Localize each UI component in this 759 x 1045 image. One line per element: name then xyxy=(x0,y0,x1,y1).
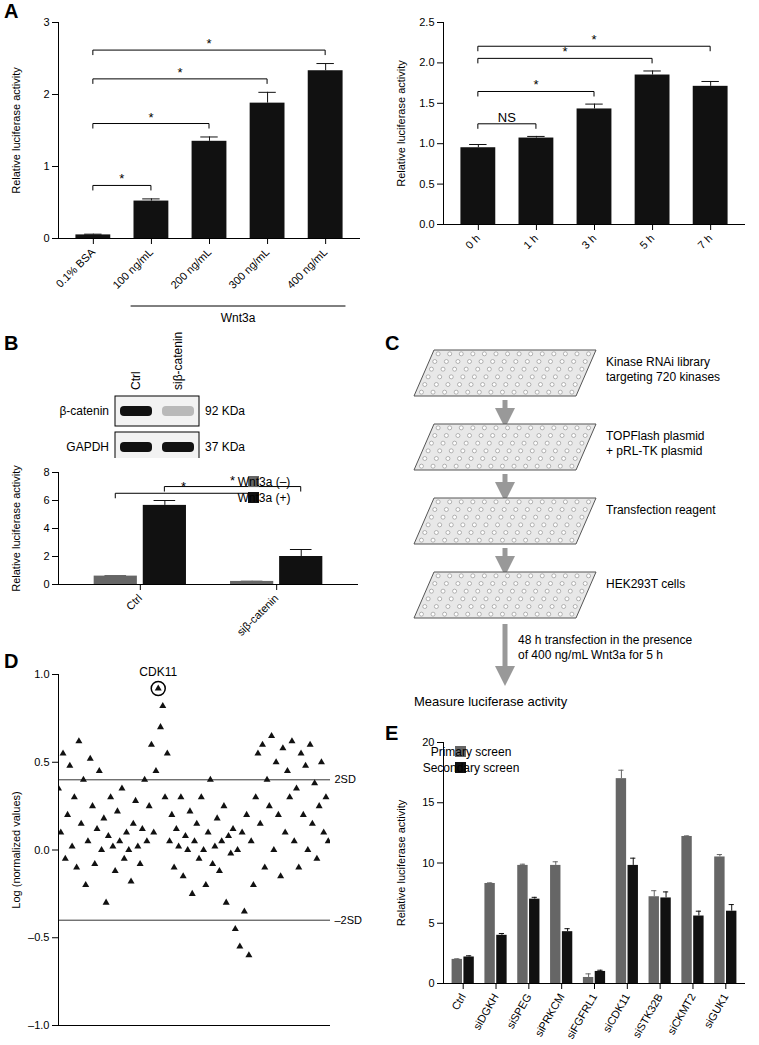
svg-text:siCKMT2: siCKMT2 xyxy=(665,991,698,1036)
svg-text:15: 15 xyxy=(422,796,434,808)
svg-text:200 ng/mL: 200 ng/mL xyxy=(168,246,213,291)
svg-text:0: 0 xyxy=(428,977,434,989)
svg-text:β-catenin: β-catenin xyxy=(59,404,109,418)
svg-text:*: * xyxy=(148,110,153,125)
svg-text:targeting 720 kinases: targeting 720 kinases xyxy=(606,370,720,384)
svg-text:Primary screen: Primary screen xyxy=(431,745,512,759)
svg-text:5 h: 5 h xyxy=(637,232,656,251)
svg-text:Ctrl: Ctrl xyxy=(129,371,143,390)
svg-text:0 h: 0 h xyxy=(463,232,482,251)
svg-text:siPRKCM: siPRKCM xyxy=(532,991,566,1038)
svg-text:*: * xyxy=(177,65,182,80)
svg-text:–0.5: –0.5 xyxy=(28,931,49,943)
svg-text:Relative luciferase activity: Relative luciferase activity xyxy=(395,60,407,187)
svg-text:5: 5 xyxy=(428,917,434,929)
svg-text:CDK11: CDK11 xyxy=(139,665,177,679)
svg-text:Wnt3a: Wnt3a xyxy=(221,311,256,325)
svg-text:7 h: 7 h xyxy=(695,232,714,251)
svg-text:siFGFRL1: siFGFRL1 xyxy=(564,991,599,1040)
svg-text:Wnt3a (+): Wnt3a (+) xyxy=(237,491,290,505)
svg-text:0.5: 0.5 xyxy=(419,178,434,190)
svg-text:siGUK1: siGUK1 xyxy=(701,991,730,1030)
svg-text:Secondary screen: Secondary screen xyxy=(423,761,520,775)
svg-text:20: 20 xyxy=(422,736,435,748)
svg-text:1.5: 1.5 xyxy=(419,97,434,109)
svg-text:3 h: 3 h xyxy=(579,232,598,251)
svg-text:2SD: 2SD xyxy=(335,773,356,785)
svg-text:1: 1 xyxy=(43,160,49,172)
svg-text:*: * xyxy=(591,32,596,47)
svg-text:0.5: 0.5 xyxy=(34,756,49,768)
svg-text:siSTK32B: siSTK32B xyxy=(630,991,665,1039)
html-text:C: C xyxy=(385,332,400,354)
svg-text:–2SD: –2SD xyxy=(335,914,363,926)
svg-text:Measure luciferase activity: Measure luciferase activity xyxy=(414,694,568,709)
svg-text:6: 6 xyxy=(43,494,49,506)
svg-text:300 ng/mL: 300 ng/mL xyxy=(226,246,271,291)
svg-text:4: 4 xyxy=(43,522,49,534)
svg-text:Log (normalized values): Log (normalized values) xyxy=(10,791,22,908)
svg-text:1.0: 1.0 xyxy=(34,668,49,680)
svg-text:400 ng/mL: 400 ng/mL xyxy=(284,246,329,291)
svg-text:0.0: 0.0 xyxy=(34,844,49,856)
svg-text:0.0: 0.0 xyxy=(419,218,434,230)
svg-text:48 h transfection in the prese: 48 h transfection in the presence xyxy=(518,633,692,647)
svg-text:2: 2 xyxy=(43,550,49,562)
svg-text:siCDK11: siCDK11 xyxy=(600,991,632,1034)
html-text:A: A xyxy=(4,0,19,22)
svg-text:0: 0 xyxy=(43,232,49,244)
svg-text:0.1% BSA: 0.1% BSA xyxy=(53,245,97,289)
svg-text:92 KDa: 92 KDa xyxy=(205,404,245,418)
svg-text:Relative luciferase activity: Relative luciferase activity xyxy=(395,799,407,926)
svg-text:8: 8 xyxy=(43,466,49,478)
svg-text:NS: NS xyxy=(498,110,516,125)
svg-text:0: 0 xyxy=(43,578,49,590)
svg-text:siSPEG: siSPEG xyxy=(504,991,534,1030)
svg-text:Relative luciferase activity: Relative luciferase activity xyxy=(10,465,22,592)
svg-text:GAPDH: GAPDH xyxy=(66,440,109,454)
svg-text:1 h: 1 h xyxy=(521,232,540,251)
svg-text:–1.0: –1.0 xyxy=(28,1019,49,1031)
svg-text:Relative luciferase activity: Relative luciferase activity xyxy=(10,67,22,194)
svg-text:2.5: 2.5 xyxy=(419,16,434,28)
svg-text:Ctrl: Ctrl xyxy=(449,991,468,1012)
svg-text:*: * xyxy=(230,473,235,488)
svg-text:TOPFlash plasmid: TOPFlash plasmid xyxy=(606,429,704,443)
svg-text:2: 2 xyxy=(43,88,49,100)
svg-text:*: * xyxy=(533,77,538,92)
svg-text:Ctrl: Ctrl xyxy=(124,592,145,613)
svg-text:siβ-catenin: siβ-catenin xyxy=(234,592,280,638)
svg-text:2.0: 2.0 xyxy=(419,56,434,68)
svg-text:100 ng/mL: 100 ng/mL xyxy=(110,246,155,291)
svg-text:+ pRL-TK plasmid: + pRL-TK plasmid xyxy=(606,444,702,458)
svg-text:Transfection reagent: Transfection reagent xyxy=(606,503,716,517)
svg-text:Kinase RNAi library: Kinase RNAi library xyxy=(606,355,710,369)
svg-text:*: * xyxy=(119,171,124,186)
svg-text:10: 10 xyxy=(422,857,434,869)
svg-text:1.0: 1.0 xyxy=(419,137,434,149)
svg-text:37 KDa: 37 KDa xyxy=(205,440,245,454)
svg-text:HEK293T cells: HEK293T cells xyxy=(606,577,685,591)
html-text:B: B xyxy=(4,332,19,354)
svg-text:siDGKH: siDGKH xyxy=(471,991,501,1031)
svg-text:of 400 ng/mL Wnt3a for 5 h: of 400 ng/mL Wnt3a for 5 h xyxy=(518,648,663,662)
svg-text:3: 3 xyxy=(43,16,49,28)
html-text:D: D xyxy=(4,650,19,672)
html-text:E: E xyxy=(385,722,399,744)
svg-text:*: * xyxy=(206,36,211,51)
svg-text:siβ-catenin: siβ-catenin xyxy=(171,332,185,390)
svg-text:Wnt3a (–): Wnt3a (–) xyxy=(238,475,291,489)
